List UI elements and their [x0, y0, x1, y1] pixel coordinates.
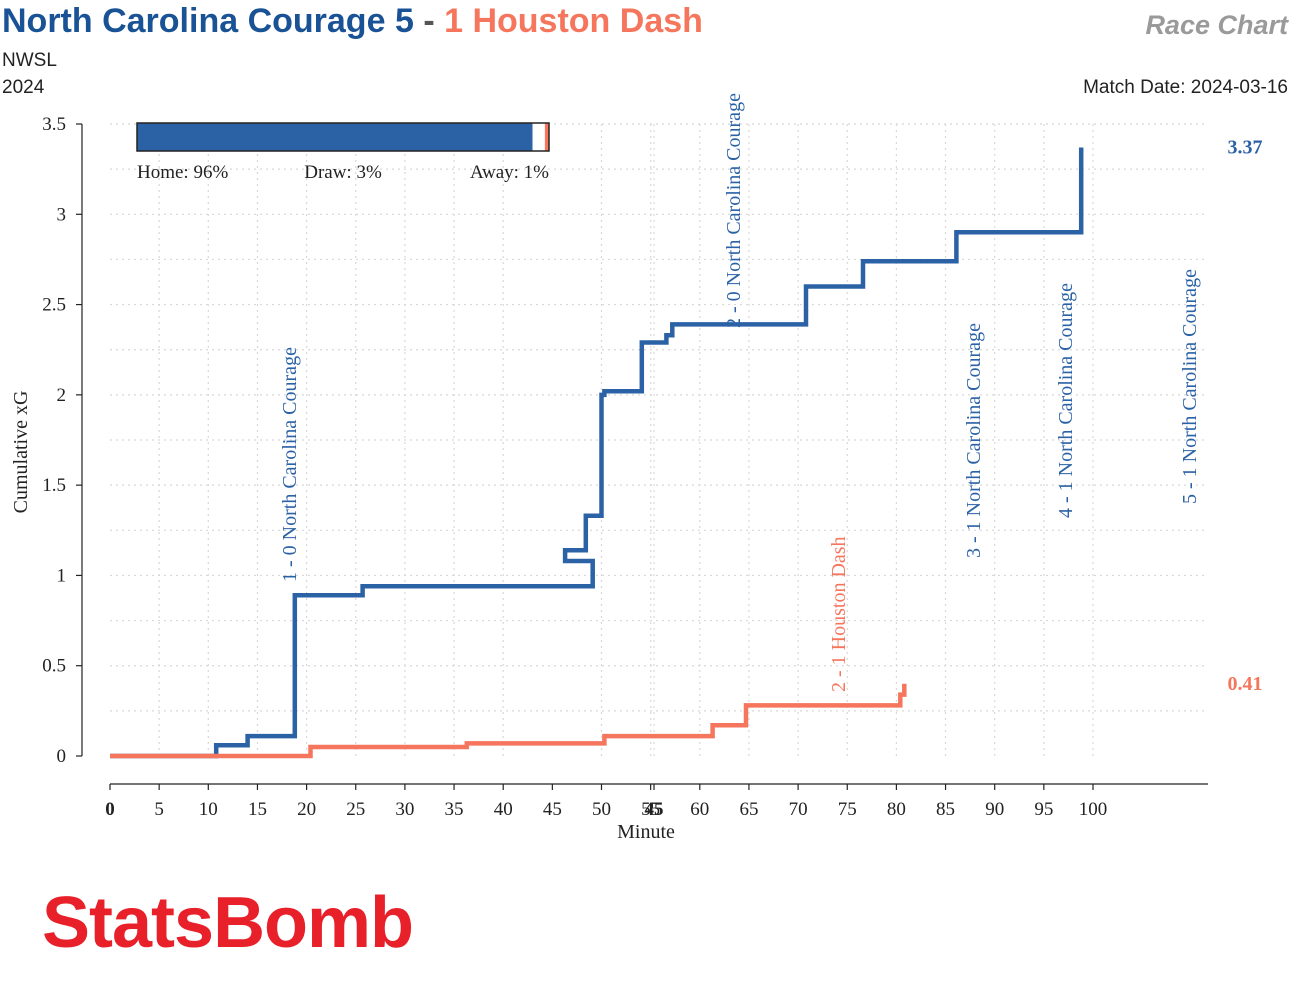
x-tick-label-halftime: 45	[645, 799, 664, 820]
x-tick-label: 0	[105, 799, 115, 820]
x-tick-label: 95	[1034, 799, 1053, 820]
goal-annotation: 4 - 1 North Carolina Courage	[1055, 283, 1077, 518]
home-final-xg-label: 3.37	[1228, 136, 1263, 158]
win-prob-home-bar	[137, 123, 533, 151]
win-prob-draw-label: Draw: 3%	[304, 162, 382, 183]
x-tick-label: 70	[789, 799, 808, 820]
x-tick-label: 75	[838, 799, 857, 820]
x-tick-label: 90	[985, 799, 1004, 820]
x-tick-label: 5	[154, 799, 164, 820]
x-tick-label: 45	[543, 799, 562, 820]
goal-annotation: 5 - 1 North Carolina Courage	[1179, 269, 1201, 504]
chart-type-label: Race Chart	[1145, 10, 1288, 40]
away-final-xg-label: 0.41	[1228, 673, 1263, 695]
y-tick-label: 0.5	[42, 656, 66, 677]
match-title: North Carolina Courage 5 - 1 Houston Das…	[2, 2, 703, 41]
x-tick-label: 65	[739, 799, 758, 820]
x-tick-label: 60	[690, 799, 709, 820]
goal-annotation: 3 - 1 North Carolina Courage	[963, 323, 985, 558]
goal-annotation: 1 - 0 North Carolina Courage	[279, 347, 301, 582]
x-tick-label: 85	[936, 799, 955, 820]
season-label: 2024	[2, 77, 45, 98]
x-tick-label: 25	[346, 799, 365, 820]
x-tick-label: 30	[395, 799, 414, 820]
y-tick-label: 1.5	[42, 475, 66, 496]
x-tick-label: 20	[297, 799, 316, 820]
away-xg-line	[110, 683, 907, 759]
x-tick-label: 15	[248, 799, 267, 820]
win-prob-home-label: Home: 96%	[137, 162, 228, 183]
home-score: 5	[394, 2, 414, 40]
y-tick-label: 1	[57, 565, 67, 586]
y-axis-label: Cumulative xG	[10, 391, 32, 514]
y-tick-label: 0	[57, 746, 67, 767]
win-prob-away-bar	[544, 123, 549, 151]
y-tick-label: 3.5	[42, 114, 66, 135]
home-xg-line	[110, 147, 1084, 759]
competition-label: NWSL	[2, 50, 57, 71]
win-prob-away-label: Away: 1%	[470, 162, 549, 183]
win-prob-draw-bar	[532, 123, 545, 151]
goal-annotation: 2 - 0 North Carolina Courage	[723, 93, 745, 328]
x-tick-label: 35	[445, 799, 464, 820]
y-tick-label: 2	[57, 385, 67, 406]
away-team-name: Houston Dash	[472, 2, 703, 40]
away-score: 1	[444, 2, 464, 40]
win-prob-bar-outline	[136, 122, 550, 152]
x-tick-label: 80	[887, 799, 906, 820]
y-tick-label: 3	[57, 204, 67, 225]
x-tick-label: 55	[641, 799, 660, 820]
score-separator: -	[423, 2, 435, 40]
x-tick-label: 10	[199, 799, 218, 820]
x-axis-label: Minute	[617, 821, 675, 843]
x-tick-label: 50	[592, 799, 611, 820]
goal-annotation: 2 - 1 Houston Dash	[828, 536, 850, 692]
y-tick-label: 2.5	[42, 295, 66, 316]
home-team-name: North Carolina Courage	[2, 2, 386, 40]
statsbomb-logo: StatsBomb	[42, 883, 414, 963]
x-tick-label: 100	[1079, 799, 1108, 820]
match-date: Match Date: 2024-03-16	[1083, 77, 1288, 98]
x-tick-label: 40	[494, 799, 513, 820]
